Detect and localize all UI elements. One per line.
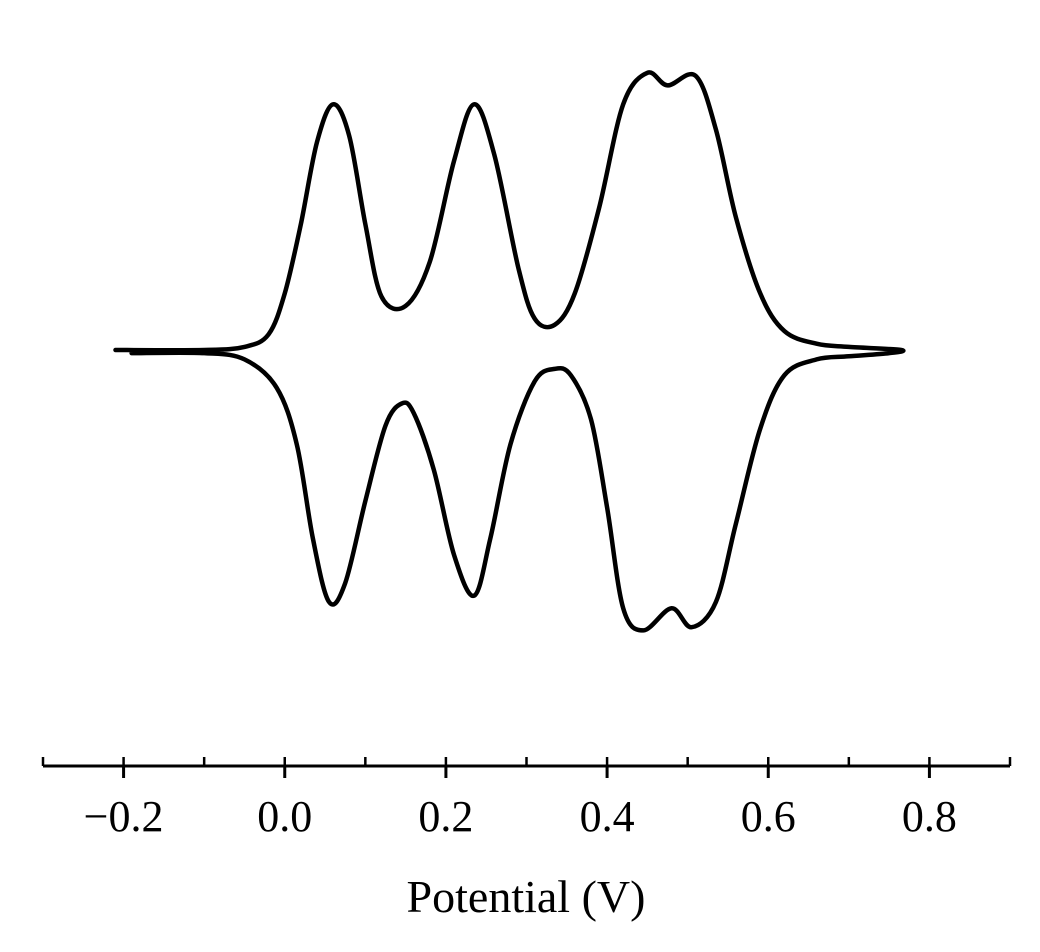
- x-tick-label: 0.4: [580, 792, 635, 841]
- x-axis-label: Potential (V): [407, 871, 646, 922]
- x-tick-label: 0.6: [741, 792, 796, 841]
- x-tick-label: 0.2: [418, 792, 473, 841]
- x-axis: −0.2 0.0 0.2 0.4 0.6 0.8: [41, 757, 1012, 841]
- cv-curve: [113, 70, 906, 633]
- x-tick-label: 0.8: [902, 792, 957, 841]
- plot-area: [113, 70, 906, 633]
- x-tick-label: −0.2: [84, 792, 164, 841]
- x-tick-label: 0.0: [257, 792, 312, 841]
